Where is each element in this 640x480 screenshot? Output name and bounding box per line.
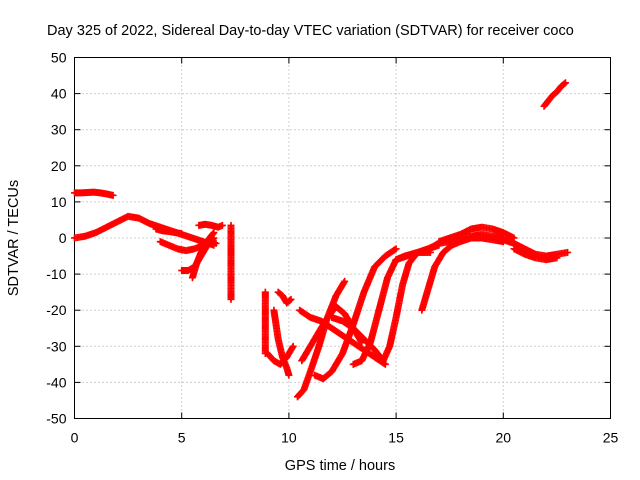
y-tick-label: -50 bbox=[46, 411, 66, 427]
data-point bbox=[210, 229, 218, 237]
series-arc-b bbox=[71, 188, 117, 199]
data-point bbox=[212, 239, 220, 247]
series-arc-x bbox=[510, 245, 561, 264]
data-point bbox=[378, 356, 386, 364]
x-tick-label: 25 bbox=[603, 430, 619, 446]
x-tick-label: 20 bbox=[496, 430, 512, 446]
y-tick-label: -40 bbox=[46, 374, 66, 390]
series-arc-k bbox=[274, 288, 295, 307]
series-arc-i bbox=[261, 288, 269, 358]
data-point bbox=[564, 248, 572, 256]
data-point bbox=[379, 357, 387, 365]
y-tick-label: 30 bbox=[51, 122, 67, 138]
data-point bbox=[289, 342, 297, 350]
series-arc-r bbox=[296, 306, 389, 368]
y-tick-label: 40 bbox=[51, 86, 67, 102]
data-point bbox=[227, 295, 235, 303]
series-arc-j bbox=[270, 306, 293, 379]
chart-title: Day 325 of 2022, Sidereal Day-to-day VTE… bbox=[47, 23, 574, 39]
data-points bbox=[71, 79, 572, 401]
y-tick-label: -30 bbox=[46, 338, 66, 354]
data-point bbox=[287, 295, 295, 303]
x-tick-label: 5 bbox=[178, 430, 186, 446]
data-point bbox=[209, 230, 217, 238]
data-point bbox=[341, 277, 349, 285]
y-tick-label: 20 bbox=[51, 158, 67, 174]
y-tick-label: 10 bbox=[51, 194, 67, 210]
y-tick-label: 0 bbox=[59, 230, 67, 246]
series-arc-h bbox=[227, 221, 235, 303]
y-axis-label: SDTVAR / TECUs bbox=[6, 180, 22, 296]
series-arc-e bbox=[188, 229, 218, 282]
data-point bbox=[109, 191, 117, 199]
data-point bbox=[288, 344, 296, 352]
series-arc-s bbox=[328, 313, 387, 365]
series-arc-f bbox=[195, 220, 226, 231]
x-tick-label: 0 bbox=[71, 430, 79, 446]
series-arc-q bbox=[379, 241, 443, 365]
x-tick-label: 15 bbox=[388, 430, 404, 446]
data-point bbox=[178, 230, 186, 238]
series-arc-y bbox=[540, 79, 569, 110]
x-axis-label: GPS time / hours bbox=[285, 458, 395, 474]
data-point bbox=[392, 245, 400, 253]
series-arc-m bbox=[293, 277, 349, 401]
series-arc-g bbox=[152, 225, 186, 238]
series-arc-l bbox=[263, 342, 297, 368]
y-tick-label: -20 bbox=[46, 302, 66, 318]
data-point bbox=[381, 360, 389, 368]
series-arc-v bbox=[435, 223, 518, 246]
series-arc-a bbox=[71, 212, 218, 249]
data-point bbox=[286, 296, 294, 304]
data-point bbox=[218, 221, 226, 229]
grid bbox=[74, 57, 611, 419]
data-point bbox=[561, 79, 569, 87]
axis-ticks: 0 5 10 15 20 25 -50 -40 -30 -20 -10 0 10 20 30 40 50 bbox=[46, 50, 618, 446]
data-point bbox=[560, 80, 568, 88]
series-arc-o bbox=[311, 245, 400, 383]
data-point bbox=[391, 246, 399, 254]
data-point bbox=[285, 371, 293, 379]
x-tick-label: 10 bbox=[281, 430, 297, 446]
y-tick-label: -10 bbox=[46, 266, 66, 282]
y-tick-label: 50 bbox=[51, 50, 67, 66]
data-point bbox=[553, 254, 561, 262]
